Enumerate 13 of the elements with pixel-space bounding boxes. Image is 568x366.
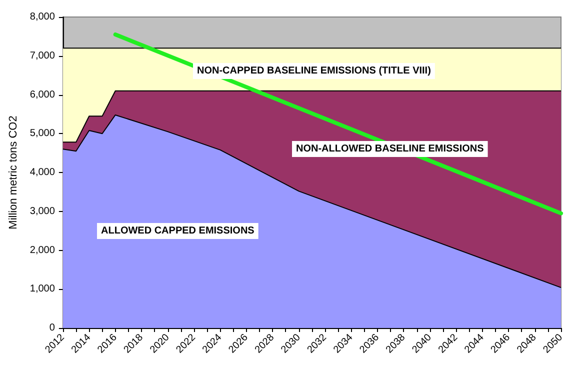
y-tick-label: 6,000 (30, 89, 56, 100)
y-tick-label: 2,000 (30, 244, 56, 256)
y-tick-label: 7,000 (30, 50, 56, 62)
y-tick-label: 1,000 (30, 284, 56, 295)
y-tick-label: 8,000 (30, 12, 56, 22)
y-tick-label: 5,000 (30, 128, 56, 140)
y-tick-label: 0 (49, 322, 56, 334)
y-tick-label: 3,000 (30, 206, 56, 217)
series-label: NON-ALLOWED BASELINE EMISSIONS (296, 144, 484, 154)
y-tick-label: 4,000 (30, 167, 56, 178)
y-axis-title: Million metric tons CO2 (8, 116, 20, 230)
series-label: ALLOWED CAPPED EMISSIONS (101, 226, 255, 236)
series-label: NON-CAPPED BASELINE EMISSIONS (TITLE VIII) (197, 66, 431, 76)
